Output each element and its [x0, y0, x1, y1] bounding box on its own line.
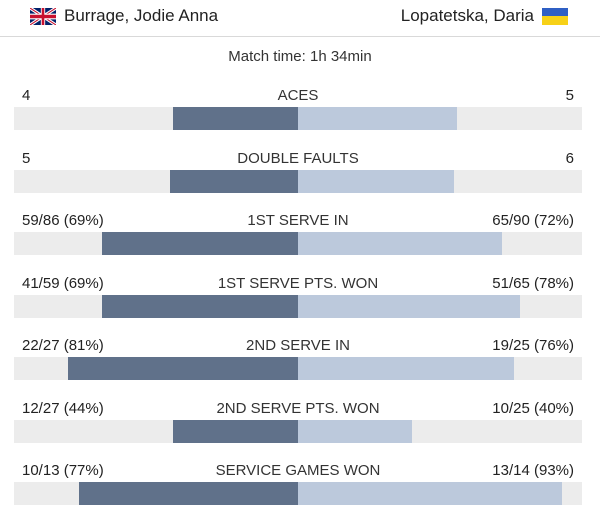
stat-bar-right	[298, 107, 457, 130]
stat-bar-right	[298, 357, 514, 380]
stat-right-value: 10/25 (40%)	[492, 399, 574, 417]
stat-bar-left	[170, 169, 298, 193]
stat-bar-left	[79, 482, 298, 505]
stat-left-value: 4	[22, 87, 31, 104]
stat-row: 22/27 (81%) 2ND SERVE IN 19/25 (76%)	[14, 330, 582, 390]
stat-bar-track	[14, 357, 582, 380]
stat-label: ACES	[277, 87, 319, 104]
ua-flag-icon	[542, 7, 568, 25]
stat-left-value: 5	[22, 149, 31, 167]
player-left-name: Burrage, Jodie Anna	[64, 6, 219, 25]
stat-label: 2ND SERVE PTS. WON	[216, 399, 380, 417]
stat-row: 59/86 (69%) 1ST SERVE IN 65/90 (72%)	[14, 205, 582, 265]
stat-left-value: 22/27 (81%)	[22, 337, 104, 354]
stat-bar-right	[298, 232, 502, 255]
stat-label: 1ST SERVE IN	[247, 212, 349, 229]
stat-bar-track	[14, 107, 582, 130]
match-time: Match time: 1h 34min	[228, 48, 372, 65]
stat-bar-left	[173, 419, 298, 443]
stat-bar-left	[173, 107, 298, 130]
player-right-name: Lopatetska, Daria	[400, 6, 534, 25]
stat-left-value: 10/13 (77%)	[22, 462, 104, 479]
stat-bar-left	[102, 232, 298, 255]
stat-label: SERVICE GAMES WON	[215, 462, 381, 479]
stat-left-value: 12/27 (44%)	[22, 399, 104, 417]
stat-right-value: 5	[565, 87, 574, 104]
stat-right-value: 13/14 (93%)	[492, 462, 574, 479]
stat-row: 12/27 (44%) 2ND SERVE PTS. WON 10/25 (40%)	[14, 393, 582, 453]
stat-row: 5 DOUBLE FAULTS 6	[14, 143, 582, 203]
stat-label: DOUBLE FAULTS	[237, 149, 359, 167]
player-left[interactable]: Burrage, Jodie Anna	[30, 6, 218, 26]
stat-bar-track	[14, 294, 582, 318]
stat-label: 1ST SERVE PTS. WON	[217, 274, 379, 292]
stat-right-value: 6	[565, 149, 574, 167]
stat-bar-right	[298, 169, 454, 193]
stat-right-value: 51/65 (78%)	[492, 274, 574, 292]
stat-right-value: 65/90 (72%)	[492, 212, 574, 229]
stat-bar-track	[14, 419, 582, 443]
stat-bar-track	[14, 169, 582, 193]
stat-row: 4 ACES 5	[14, 80, 582, 140]
stat-bar-right	[298, 294, 520, 318]
player-right[interactable]: Lopatetska, Daria	[401, 6, 568, 26]
stat-bar-right	[298, 482, 562, 505]
stat-right-value: 19/25 (76%)	[492, 337, 574, 354]
stat-left-value: 59/86 (69%)	[22, 212, 104, 229]
stat-label: 2ND SERVE IN	[246, 337, 350, 354]
stat-bar-track	[14, 232, 582, 255]
match-header: Burrage, Jodie Anna Lopatetska, Daria	[0, 0, 600, 37]
stat-left-value: 41/59 (69%)	[22, 274, 104, 292]
stat-row: 41/59 (69%) 1ST SERVE PTS. WON 51/65 (78%)	[14, 268, 582, 328]
stat-bar-track	[14, 482, 582, 505]
gb-flag-icon	[30, 7, 56, 25]
stat-bar-left	[102, 294, 298, 318]
stat-bar-right	[298, 419, 412, 443]
stat-row: 10/13 (77%) SERVICE GAMES WON 13/14 (93%)	[14, 455, 582, 515]
stat-bar-left	[68, 357, 298, 380]
